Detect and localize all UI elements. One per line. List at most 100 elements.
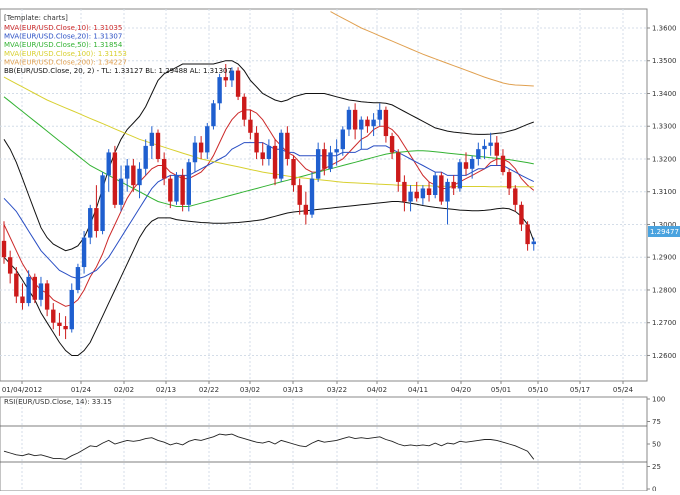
candle xyxy=(149,126,155,159)
candle xyxy=(334,139,339,166)
price-tick-label: 1.3100 xyxy=(652,188,677,196)
date-tick-label: 05/17 xyxy=(570,386,590,394)
candle xyxy=(500,149,506,176)
candle-body xyxy=(359,119,364,130)
date-tick-label: 02/13 xyxy=(156,386,176,394)
candle xyxy=(168,175,173,209)
candle-body xyxy=(322,149,327,169)
rsi-tick-label: 25 xyxy=(652,463,661,471)
candle xyxy=(14,267,19,304)
candle-body xyxy=(81,237,87,268)
candle-body xyxy=(445,181,450,202)
candle xyxy=(38,276,44,307)
legend-mva-200: MVA(EUR/USD.Close,200): 1.34227 xyxy=(4,58,127,66)
candle-body xyxy=(303,204,309,215)
date-tick-label: 04/11 xyxy=(408,386,428,394)
candle xyxy=(494,136,499,166)
rsi-tick-label: 75 xyxy=(652,418,661,426)
candle xyxy=(476,142,481,166)
candle-body xyxy=(57,322,62,326)
candle xyxy=(439,172,444,205)
candle-body xyxy=(476,149,481,159)
candle-body xyxy=(75,267,81,290)
date-tick-label: 04/02 xyxy=(367,386,387,394)
candle xyxy=(451,175,456,195)
candle xyxy=(279,129,284,182)
candle-body xyxy=(433,175,438,195)
candle xyxy=(174,172,179,205)
candle-body xyxy=(488,142,493,146)
candle xyxy=(198,136,204,159)
candle-body xyxy=(414,191,419,199)
candle-body xyxy=(494,142,499,156)
candle-body xyxy=(44,283,50,310)
candle xyxy=(408,185,413,212)
candle xyxy=(426,181,432,202)
candle-body xyxy=(260,152,265,159)
candle xyxy=(365,116,370,133)
price-tick-label: 1.3600 xyxy=(652,24,677,32)
candle-body xyxy=(506,172,512,189)
candle xyxy=(260,142,265,166)
candle-body xyxy=(223,77,228,81)
date-tick-label: 02/02 xyxy=(114,386,134,394)
rsi-label: RSI(EUR/USD.Close, 14): 33.15 xyxy=(4,398,112,406)
candle xyxy=(457,158,463,192)
candle xyxy=(217,73,222,110)
candle xyxy=(155,129,161,163)
candle xyxy=(69,283,74,333)
candle xyxy=(20,283,25,310)
candle-body xyxy=(519,204,524,225)
legend: MVA(EUR/USD.Close,10): 1.31035 MVA(EUR/U… xyxy=(4,24,232,75)
candle xyxy=(525,221,530,251)
candle-body xyxy=(242,96,247,120)
candle-body xyxy=(217,77,222,104)
candle-body xyxy=(420,188,426,199)
candle-body xyxy=(469,158,475,169)
candle xyxy=(285,126,290,166)
legend-mva-20: MVA(EUR/USD.Close,20): 1.31307 xyxy=(4,33,122,41)
date-axis: 01/04/2012 01/24 02/02 02/13 02/22 03/02 03/13… xyxy=(2,381,634,394)
price-axis: 1.3600 1.3500 1.3400 1.3300 1.3200 1.3100 1.30… xyxy=(647,24,677,360)
candle-body xyxy=(94,208,99,232)
candle-body xyxy=(186,162,191,205)
candle xyxy=(488,132,493,156)
candle-body xyxy=(112,152,118,205)
candle-body xyxy=(426,188,432,195)
candle xyxy=(248,109,253,140)
candle xyxy=(229,67,235,87)
candle xyxy=(519,201,524,232)
candle-body xyxy=(451,181,456,189)
candle xyxy=(192,136,198,173)
rsi-tick-label: 0 xyxy=(652,486,656,492)
date-tick-label: 05/10 xyxy=(528,386,548,394)
candle-body xyxy=(131,165,136,186)
candle xyxy=(291,155,296,192)
candle xyxy=(81,231,87,274)
candle xyxy=(315,142,321,182)
candle xyxy=(359,116,364,150)
candle-body xyxy=(402,181,407,202)
candle xyxy=(186,158,191,212)
candle-body xyxy=(439,175,444,202)
template-label[interactable]: [Template: charts] xyxy=(4,14,68,22)
price-tick-label: 1.2600 xyxy=(652,352,677,360)
candle xyxy=(396,149,401,192)
date-tick-label: 02/22 xyxy=(199,386,219,394)
candle xyxy=(297,178,302,215)
candle xyxy=(420,185,426,205)
candle-body xyxy=(143,145,148,169)
sma-50-line xyxy=(3,96,534,207)
date-tick-label: 05/24 xyxy=(613,386,634,394)
rsi-axis: 100 75 50 25 0 xyxy=(647,396,665,494)
date-tick-label: 03/13 xyxy=(283,386,303,394)
price-tick-label: 1.3200 xyxy=(652,155,677,163)
candle xyxy=(26,270,31,307)
rsi-panel-frame xyxy=(0,396,648,492)
candle-body xyxy=(531,241,536,245)
candle-body xyxy=(51,309,56,323)
candle-body xyxy=(211,103,216,127)
candle xyxy=(463,152,469,176)
candle xyxy=(254,126,259,159)
candle xyxy=(506,168,512,195)
